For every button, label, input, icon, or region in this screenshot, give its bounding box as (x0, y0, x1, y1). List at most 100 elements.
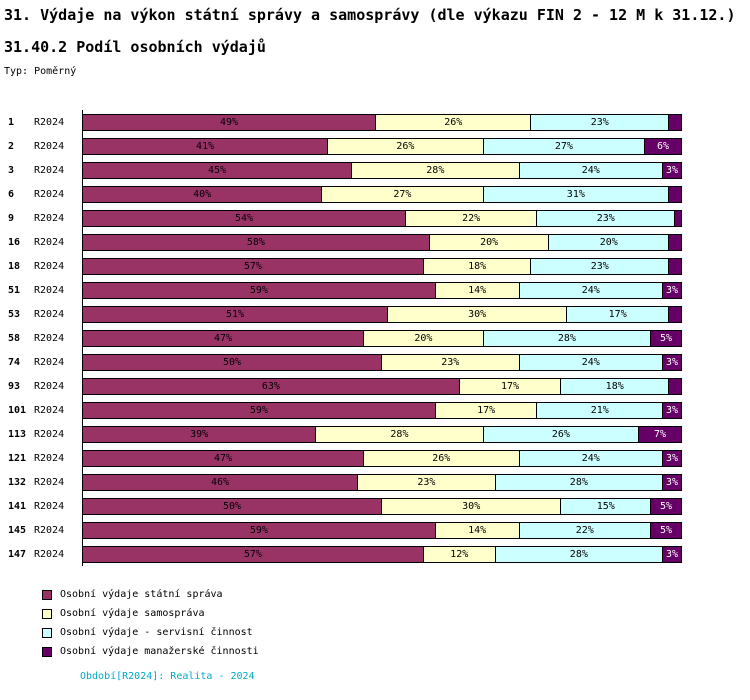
bar-segment-value: 59% (249, 284, 268, 296)
legend-swatch (42, 608, 52, 619)
bar-segment: 27% (322, 186, 484, 202)
bar-segment-value: 20% (414, 332, 433, 344)
bar-row: 3 R2024 45% 28% 24% 3% (0, 158, 750, 182)
report-type-label: Typ: Poměrný (4, 66, 77, 77)
legend-label: Osobní výdaje státní správa (60, 589, 223, 600)
bar-segment-value: 3% (665, 356, 679, 368)
bar-segment: 5% (651, 498, 681, 514)
bar-segment: 12% (423, 546, 496, 562)
stacked-bar: 50% 30% 15% 5% (82, 497, 682, 515)
bar-segment: 28% (316, 426, 484, 442)
bar-segment (669, 378, 681, 394)
report-subtitle: 31.40.2 Podíl osobních výdajů (4, 38, 266, 56)
bar-segment-value: 18% (468, 260, 487, 272)
bar-segment: 23% (382, 354, 520, 370)
bar-segment-value: 17% (477, 404, 496, 416)
legend-swatch (42, 627, 52, 638)
row-id-label: 9 (8, 212, 15, 224)
bar-segment: 18% (423, 258, 532, 274)
row-period-label: R2024 (34, 404, 65, 416)
bar-segment-value: 28% (569, 476, 588, 488)
bar-segment: 23% (358, 474, 496, 490)
row-period-label: R2024 (34, 212, 65, 224)
bar-segment-value: 27% (393, 188, 412, 200)
bar-segment: 30% (382, 498, 562, 514)
bar-segment-value: 23% (441, 356, 460, 368)
row-period-label: R2024 (34, 476, 65, 488)
bar-segment-value: 28% (390, 428, 409, 440)
legend-label: Osobní výdaje samospráva (60, 608, 205, 619)
bar-segment: 24% (519, 282, 664, 298)
bar-segment (669, 186, 681, 202)
stacked-bar: 41% 26% 27% 6% (82, 137, 682, 155)
row-id-label: 1 (8, 116, 15, 128)
bar-segment-value: 40% (193, 188, 212, 200)
bar-segment-value: 30% (468, 308, 487, 320)
bar-segment (669, 234, 681, 250)
stacked-bar: 58% 20% 20% (82, 233, 682, 251)
row-period-label: R2024 (34, 500, 65, 512)
bar-segment: 18% (561, 378, 670, 394)
bar-segment: 7% (639, 426, 681, 442)
bar-segment-value: 50% (222, 500, 242, 512)
bar-row: 53 R2024 51% 30% 17% (0, 302, 750, 326)
bar-row: 113 R2024 39% 28% 26% 7% (0, 422, 750, 446)
row-id-label: 74 (8, 356, 21, 368)
bar-segment: 23% (537, 210, 675, 226)
bar-segment: 50% (83, 354, 382, 370)
bar-segment-value: 47% (213, 452, 233, 464)
report-title: 31. Výdaje na výkon státní správy a samo… (4, 6, 736, 24)
bar-segment: 27% (483, 138, 646, 154)
bar-segment-value: 26% (432, 452, 451, 464)
bar-segment: 39% (83, 426, 317, 442)
row-id-label: 51 (8, 284, 21, 296)
bar-segment: 17% (459, 378, 562, 394)
bar-segment: 28% (495, 474, 664, 490)
bar-segment: 31% (483, 186, 670, 202)
bar-segment: 28% (495, 546, 664, 562)
bar-segment: 26% (376, 114, 532, 130)
bar-segment: 3% (663, 546, 681, 562)
bar-segment: 26% (483, 426, 640, 442)
row-id-label: 2 (8, 140, 15, 152)
bar-segment: 3% (663, 474, 681, 490)
stacked-bar: 45% 28% 24% 3% (82, 161, 682, 179)
bar-row: 101 R2024 59% 17% 21% 3% (0, 398, 750, 422)
bar-segment-value: 39% (190, 428, 209, 440)
bar-segment: 3% (663, 450, 681, 466)
row-id-label: 6 (8, 188, 15, 200)
bar-segment-value: 58% (246, 236, 265, 248)
row-period-label: R2024 (34, 164, 65, 176)
legend-item: Osobní výdaje státní správa (42, 588, 259, 601)
bar-row: 141 R2024 50% 30% 15% 5% (0, 494, 750, 518)
row-id-label: 93 (8, 380, 21, 392)
bar-segment-value: 24% (581, 452, 600, 464)
bar-row: 145 R2024 59% 14% 22% 5% (0, 518, 750, 542)
bar-segment-value: 22% (575, 524, 594, 536)
bar-segment: 47% (83, 330, 365, 346)
legend-item: Osobní výdaje - servisní činnost (42, 626, 259, 639)
bar-segment: 59% (83, 522, 436, 538)
legend-item: Osobní výdaje manažerské činnosti (42, 645, 259, 658)
bar-row: 18 R2024 57% 18% 23% (0, 254, 750, 278)
bar-segment-value: 3% (665, 452, 679, 464)
row-id-label: 145 (8, 524, 27, 536)
bar-segment-value: 26% (444, 116, 463, 128)
row-period-label: R2024 (34, 140, 65, 152)
stacked-bar: 46% 23% 28% 3% (82, 473, 682, 491)
row-period-label: R2024 (34, 524, 65, 536)
bar-segment-value: 30% (462, 500, 481, 512)
row-id-label: 53 (8, 308, 21, 320)
bar-segment: 24% (519, 162, 664, 178)
row-id-label: 3 (8, 164, 15, 176)
bar-segment (669, 306, 681, 322)
bar-segment: 23% (531, 258, 670, 274)
bar-segment-value: 3% (665, 476, 679, 488)
stacked-bar: 59% 14% 24% 3% (82, 281, 682, 299)
stacked-bar: 40% 27% 31% (82, 185, 682, 203)
bar-segment: 5% (651, 522, 681, 538)
row-period-label: R2024 (34, 236, 65, 248)
bar-segment: 59% (83, 282, 436, 298)
bar-segment-value: 46% (211, 476, 230, 488)
bar-segment-value: 14% (468, 284, 487, 296)
